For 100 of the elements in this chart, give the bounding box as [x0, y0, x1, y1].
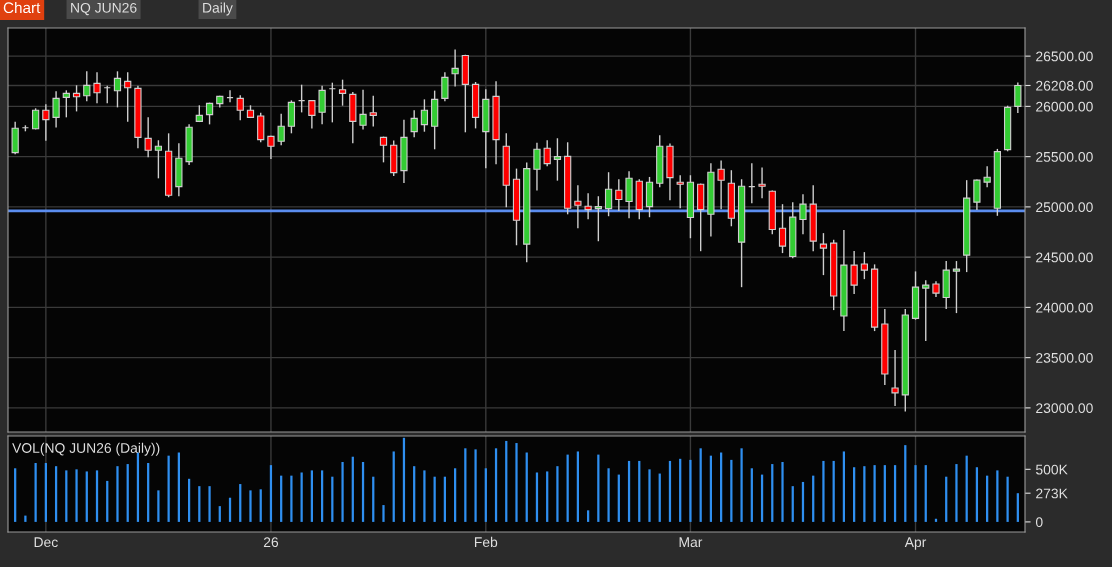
bar	[24, 515, 27, 522]
bar	[689, 459, 692, 522]
candlestick	[1014, 82, 1022, 114]
candlestick	[574, 185, 582, 229]
bar	[423, 470, 426, 522]
chart-title: NQ JUN26	[71, 2, 137, 16]
y-tick-label: 26500.00	[1036, 51, 1093, 62]
candlestick	[338, 79, 347, 106]
candlestick	[420, 99, 429, 132]
y-tick-label: 500K	[1035, 464, 1068, 475]
candlestick	[922, 280, 930, 342]
x-tick-label: Feb	[474, 536, 498, 548]
bar	[341, 461, 344, 522]
bar	[157, 490, 160, 522]
candlestick	[83, 71, 91, 102]
bar	[310, 470, 313, 522]
candlestick	[369, 95, 377, 127]
candlestick	[676, 175, 684, 209]
candlestick	[154, 140, 163, 179]
y-tick-label: 0	[1035, 517, 1043, 528]
candlestick	[277, 113, 285, 146]
bar	[515, 443, 518, 522]
bar	[382, 505, 385, 522]
candlestick	[62, 90, 70, 118]
bar	[1006, 476, 1009, 522]
bar	[320, 470, 324, 522]
candlestick	[379, 136, 388, 163]
y-tick-label: 26000.00	[1036, 101, 1093, 112]
candlestick	[93, 72, 101, 104]
x-tick-label: Apr	[904, 537, 927, 550]
x-tick-label: 26	[263, 537, 279, 548]
candlestick	[257, 112, 265, 143]
bar	[607, 468, 610, 522]
bar	[648, 469, 651, 522]
y-tick-label: 26208.00	[1036, 80, 1093, 91]
bar	[208, 486, 211, 522]
candlestick	[717, 160, 725, 210]
bar	[474, 449, 477, 522]
y-tick-label: 24500.00	[1036, 252, 1093, 263]
candlestick	[625, 171, 633, 219]
candlestick	[52, 91, 60, 128]
candlestick	[799, 194, 807, 235]
bar	[75, 469, 78, 522]
bar	[259, 489, 262, 522]
y-tick-label: 23500.00	[1036, 352, 1093, 363]
candlestick	[758, 167, 766, 199]
candlestick	[359, 89, 367, 130]
candlestick	[236, 95, 244, 121]
bar	[198, 486, 201, 522]
bar	[955, 464, 958, 522]
x-tick-label: Dec	[34, 537, 58, 548]
candlestick	[778, 204, 787, 254]
candlestick	[819, 233, 828, 276]
candlestick	[287, 100, 296, 134]
candlestick	[308, 99, 316, 129]
bar	[556, 466, 559, 522]
bar	[863, 466, 866, 522]
bar	[586, 510, 590, 522]
bar	[791, 486, 794, 522]
candlestick	[113, 71, 122, 108]
candlestick	[584, 193, 592, 220]
candlestick	[553, 138, 562, 181]
bar	[249, 490, 252, 522]
candlestick	[42, 104, 50, 141]
x-tick-label: Mar	[679, 537, 703, 548]
bar	[740, 448, 743, 522]
bar	[300, 472, 303, 522]
candlestick	[850, 251, 858, 295]
candlestick	[32, 108, 40, 130]
candlestick	[860, 252, 868, 280]
candlestick	[533, 142, 541, 191]
candlestick	[594, 196, 602, 242]
candlestick	[205, 102, 214, 125]
bar	[413, 466, 416, 522]
y-tick-label: 24000.00	[1036, 302, 1093, 313]
candlestick	[124, 72, 132, 122]
candlestick	[144, 117, 152, 158]
bar	[65, 470, 68, 522]
candlestick	[543, 140, 551, 167]
candlestick	[267, 135, 275, 159]
bar	[873, 465, 876, 522]
bar	[996, 470, 999, 522]
bar	[95, 470, 99, 522]
candlestick	[983, 166, 991, 188]
bar	[290, 475, 293, 522]
bar	[34, 463, 37, 522]
candlestick	[604, 172, 613, 217]
candlestick	[952, 261, 961, 314]
y-tick-label: 273K	[1036, 488, 1068, 499]
bar	[535, 472, 539, 522]
bar	[914, 465, 917, 522]
candlestick	[891, 350, 899, 406]
candlestick	[410, 110, 418, 138]
candlestick	[318, 85, 326, 125]
text: Chart	[3, 1, 41, 14]
candlestick	[615, 179, 623, 211]
bar	[54, 466, 58, 522]
chart-subtitle: Daily	[203, 2, 233, 16]
candlestick	[973, 179, 981, 210]
bar	[822, 460, 825, 522]
